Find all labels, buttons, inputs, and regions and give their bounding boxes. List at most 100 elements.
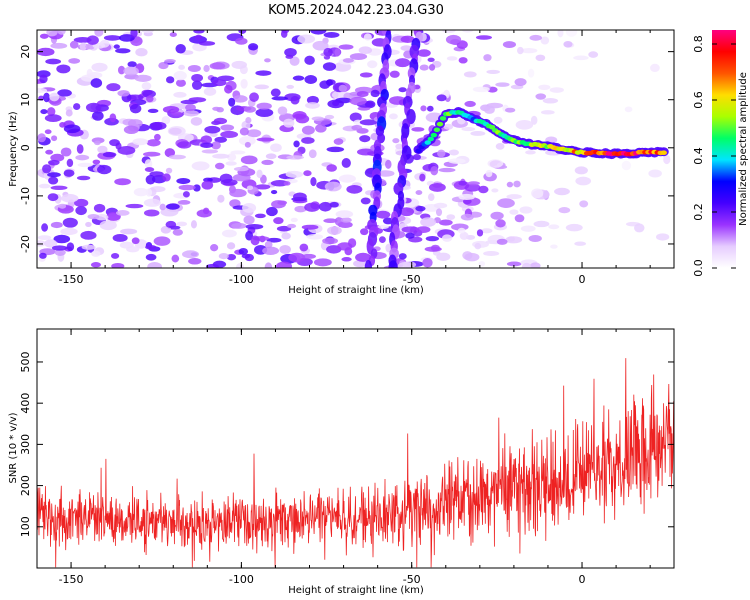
noise-blob <box>271 200 286 209</box>
noise-blob <box>57 30 66 35</box>
noise-blob <box>200 142 214 148</box>
noise-blob <box>97 164 112 175</box>
noise-blob <box>478 185 489 194</box>
colorbar-label: Normalized spectral amplitude <box>738 72 749 226</box>
noise-blob <box>44 239 58 248</box>
noise-blob <box>337 242 353 251</box>
noise-blob <box>530 115 538 125</box>
ridge-core <box>415 148 422 154</box>
noise-blob <box>650 63 660 73</box>
x-tick-label: -100 <box>229 573 254 586</box>
snr-frame <box>36 328 675 569</box>
noise-blob <box>527 68 535 78</box>
noise-blob <box>229 199 241 208</box>
noise-blob <box>94 30 104 37</box>
noise-blob <box>240 155 258 165</box>
noise-blob <box>349 96 367 106</box>
noise-blob <box>42 164 52 174</box>
y-tick-label: 300 <box>19 434 32 455</box>
noise-blob <box>497 198 515 208</box>
noise-blob <box>63 124 81 134</box>
noise-blob <box>255 70 272 76</box>
noise-blob <box>211 141 221 150</box>
noise-blob <box>242 202 257 213</box>
noise-blob <box>529 34 543 41</box>
noise-blob <box>311 116 325 121</box>
noise-blob <box>145 253 157 261</box>
noise-blob <box>405 232 415 239</box>
noise-blob <box>228 97 236 107</box>
noise-blob <box>94 140 101 146</box>
noise-blob <box>276 225 292 232</box>
noise-blob <box>318 201 332 212</box>
snr-panel: -150 -100 -50 0 100 200 300 400 500 Height of s… <box>8 328 675 596</box>
noise-blob <box>550 244 558 249</box>
noise-blob <box>495 219 506 228</box>
noise-blob <box>49 92 60 102</box>
noise-blob <box>56 64 71 74</box>
noise-blob <box>113 44 120 49</box>
noise-blob <box>160 207 179 217</box>
noise-blob <box>79 42 87 51</box>
ridge-core <box>439 116 447 121</box>
noise-blob <box>68 58 81 64</box>
noise-blob <box>45 149 54 155</box>
noise-blob <box>621 160 632 171</box>
noise-blob <box>400 35 415 44</box>
noise-blob <box>528 234 542 242</box>
noise-blob <box>286 155 305 160</box>
noise-blob <box>496 238 508 245</box>
noise-blob <box>334 48 341 57</box>
noise-blob <box>77 162 93 168</box>
noise-blob <box>292 75 305 81</box>
noise-blob <box>301 253 316 259</box>
noise-blob <box>175 79 186 87</box>
noise-blob <box>634 223 645 233</box>
noise-blob <box>514 78 527 86</box>
noise-blob <box>154 133 161 141</box>
noise-blob <box>150 121 167 131</box>
noise-blob <box>162 173 171 182</box>
noise-blob <box>66 242 75 252</box>
noise-blob <box>304 75 318 84</box>
noise-blob <box>308 149 317 159</box>
noise-blob <box>190 116 203 126</box>
noise-blob <box>43 92 50 103</box>
noise-blob <box>200 135 213 145</box>
noise-blob <box>245 117 252 124</box>
noise-blob <box>261 159 274 166</box>
noise-blob <box>231 222 247 229</box>
noise-blob <box>495 82 510 87</box>
noise-blob <box>182 191 190 198</box>
noise-blob <box>315 124 327 133</box>
snr-y-label: SNR (10 * v/v) <box>8 412 19 483</box>
noise-blob <box>574 241 587 246</box>
noise-blob <box>346 184 363 194</box>
noise-blob <box>213 117 228 125</box>
noise-blob <box>243 215 255 225</box>
noise-blob <box>54 248 66 256</box>
noise-blob <box>162 106 180 114</box>
noise-blob <box>464 100 476 108</box>
noise-blob <box>495 143 505 150</box>
noise-blob <box>57 89 72 97</box>
y-tick-label: 500 <box>19 351 32 372</box>
noise-blob <box>485 169 493 178</box>
noise-blob <box>487 159 504 168</box>
noise-blob <box>313 258 332 267</box>
noise-blob <box>147 262 162 268</box>
noise-blob <box>535 54 546 62</box>
noise-blob <box>90 78 103 88</box>
noise-blob <box>173 91 187 98</box>
x-tick-label: 0 <box>579 273 586 286</box>
noise-blob <box>491 188 499 193</box>
vertical-streaks <box>364 30 423 268</box>
noise-blob <box>457 227 466 234</box>
noise-blob <box>520 225 536 232</box>
noise-blob <box>540 36 550 45</box>
noise-blob <box>44 129 52 135</box>
noise-blob <box>411 127 425 132</box>
noise-blob <box>535 93 547 100</box>
noise-blob <box>226 153 237 161</box>
